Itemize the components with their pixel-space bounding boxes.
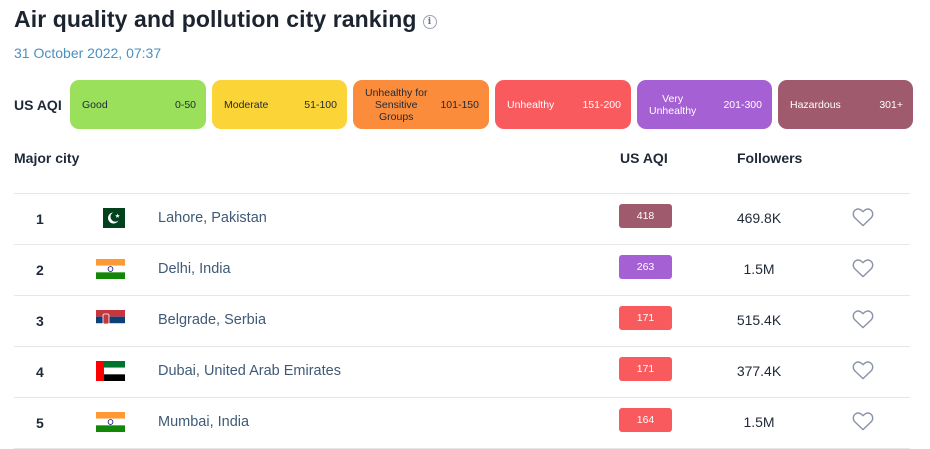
serbia-flag <box>96 310 125 330</box>
table-row[interactable]: 2 Delhi, India 263 1.5M <box>14 244 910 295</box>
legend-pill-unhealthy-for-sensitive-groups: Unhealthy for Sensitive Groups 101-150 <box>353 80 489 129</box>
table-divider <box>14 295 910 296</box>
legend-category: Unhealthy for Sensitive Groups <box>365 86 428 123</box>
rank-number: 2 <box>36 262 44 278</box>
heart-icon[interactable] <box>852 207 874 227</box>
rank-number: 5 <box>36 415 44 431</box>
followers-count: 515.4K <box>736 312 782 328</box>
legend-category: Very Unhealthy <box>649 92 697 117</box>
aqi-badge: 418 <box>619 204 672 228</box>
table-divider <box>14 244 910 245</box>
table-divider <box>14 193 910 194</box>
legend-range: 201-300 <box>723 98 762 111</box>
legend-range: 151-200 <box>582 98 621 111</box>
legend-category: Moderate <box>224 98 269 111</box>
legend-pill-moderate: Moderate 51-100 <box>212 80 347 129</box>
legend-category: Unhealthy <box>507 98 555 111</box>
rank-number: 4 <box>36 364 44 380</box>
table-row[interactable]: 3 Belgrade, Serbia 171 515.4K <box>14 295 910 346</box>
legend-range: 51-100 <box>304 98 337 111</box>
timestamp: 31 October 2022, 07:37 <box>14 45 162 61</box>
table-row[interactable]: 4 Dubai, United Arab Emirates 171 377.4K <box>14 346 910 397</box>
heart-icon[interactable] <box>852 258 874 278</box>
column-header-aqi: US AQI <box>620 150 668 166</box>
city-name-link[interactable]: Mumbai, India <box>158 414 250 430</box>
legend-category: Hazardous <box>790 98 841 111</box>
heart-icon[interactable] <box>852 411 874 431</box>
legend-category: Good <box>82 98 108 111</box>
aqi-badge: 171 <box>619 306 672 330</box>
rank-number: 3 <box>36 313 44 329</box>
info-icon[interactable]: i <box>422 15 437 29</box>
title-row: Air quality and pollution city ranking i <box>14 6 437 33</box>
column-header-city: Major city <box>14 150 80 166</box>
page-title: Air quality and pollution city ranking <box>14 6 417 32</box>
city-name-link[interactable]: Delhi, India <box>158 261 231 277</box>
aqi-badge: 171 <box>619 357 672 381</box>
aqi-badge: 164 <box>619 408 672 432</box>
legend-pill-very-unhealthy: Very Unhealthy 201-300 <box>637 80 772 129</box>
legend-range: 0-50 <box>174 98 196 111</box>
heart-icon[interactable] <box>852 360 874 380</box>
legend-pill-good: Good 0-50 <box>70 80 206 129</box>
followers-count: 1.5M <box>743 261 775 277</box>
heart-icon[interactable] <box>852 309 874 329</box>
table-divider <box>14 397 910 398</box>
legend-pill-hazardous: Hazardous 301+ <box>778 80 913 129</box>
india-flag <box>96 259 125 279</box>
table-divider <box>14 346 910 347</box>
india-flag <box>96 412 125 432</box>
rank-number: 1 <box>36 211 44 227</box>
table-row[interactable]: 5 Mumbai, India 164 1.5M <box>14 397 910 448</box>
followers-count: 377.4K <box>736 363 782 379</box>
aqi-legend: Good 0-50 Moderate 51-100 Unhealthy for Sensi… <box>70 80 913 129</box>
city-name-link[interactable]: Dubai, United Arab Emirates <box>158 363 341 379</box>
pakistan-flag <box>96 208 125 228</box>
city-name-link[interactable]: Lahore, Pakistan <box>158 210 267 226</box>
column-header-followers: Followers <box>737 150 803 166</box>
legend-label: US AQI <box>14 97 62 113</box>
followers-count: 469.8K <box>736 210 782 226</box>
aqi-badge: 263 <box>619 255 672 279</box>
legend-range: 101-150 <box>440 98 479 111</box>
city-name-link[interactable]: Belgrade, Serbia <box>158 312 267 328</box>
uae-flag <box>96 361 125 381</box>
followers-count: 1.5M <box>743 414 775 430</box>
legend-range: 301+ <box>879 98 903 111</box>
table-row[interactable]: 1 Lahore, Pakistan 418 469.8K <box>14 193 910 244</box>
legend-pill-unhealthy: Unhealthy 151-200 <box>495 80 631 129</box>
